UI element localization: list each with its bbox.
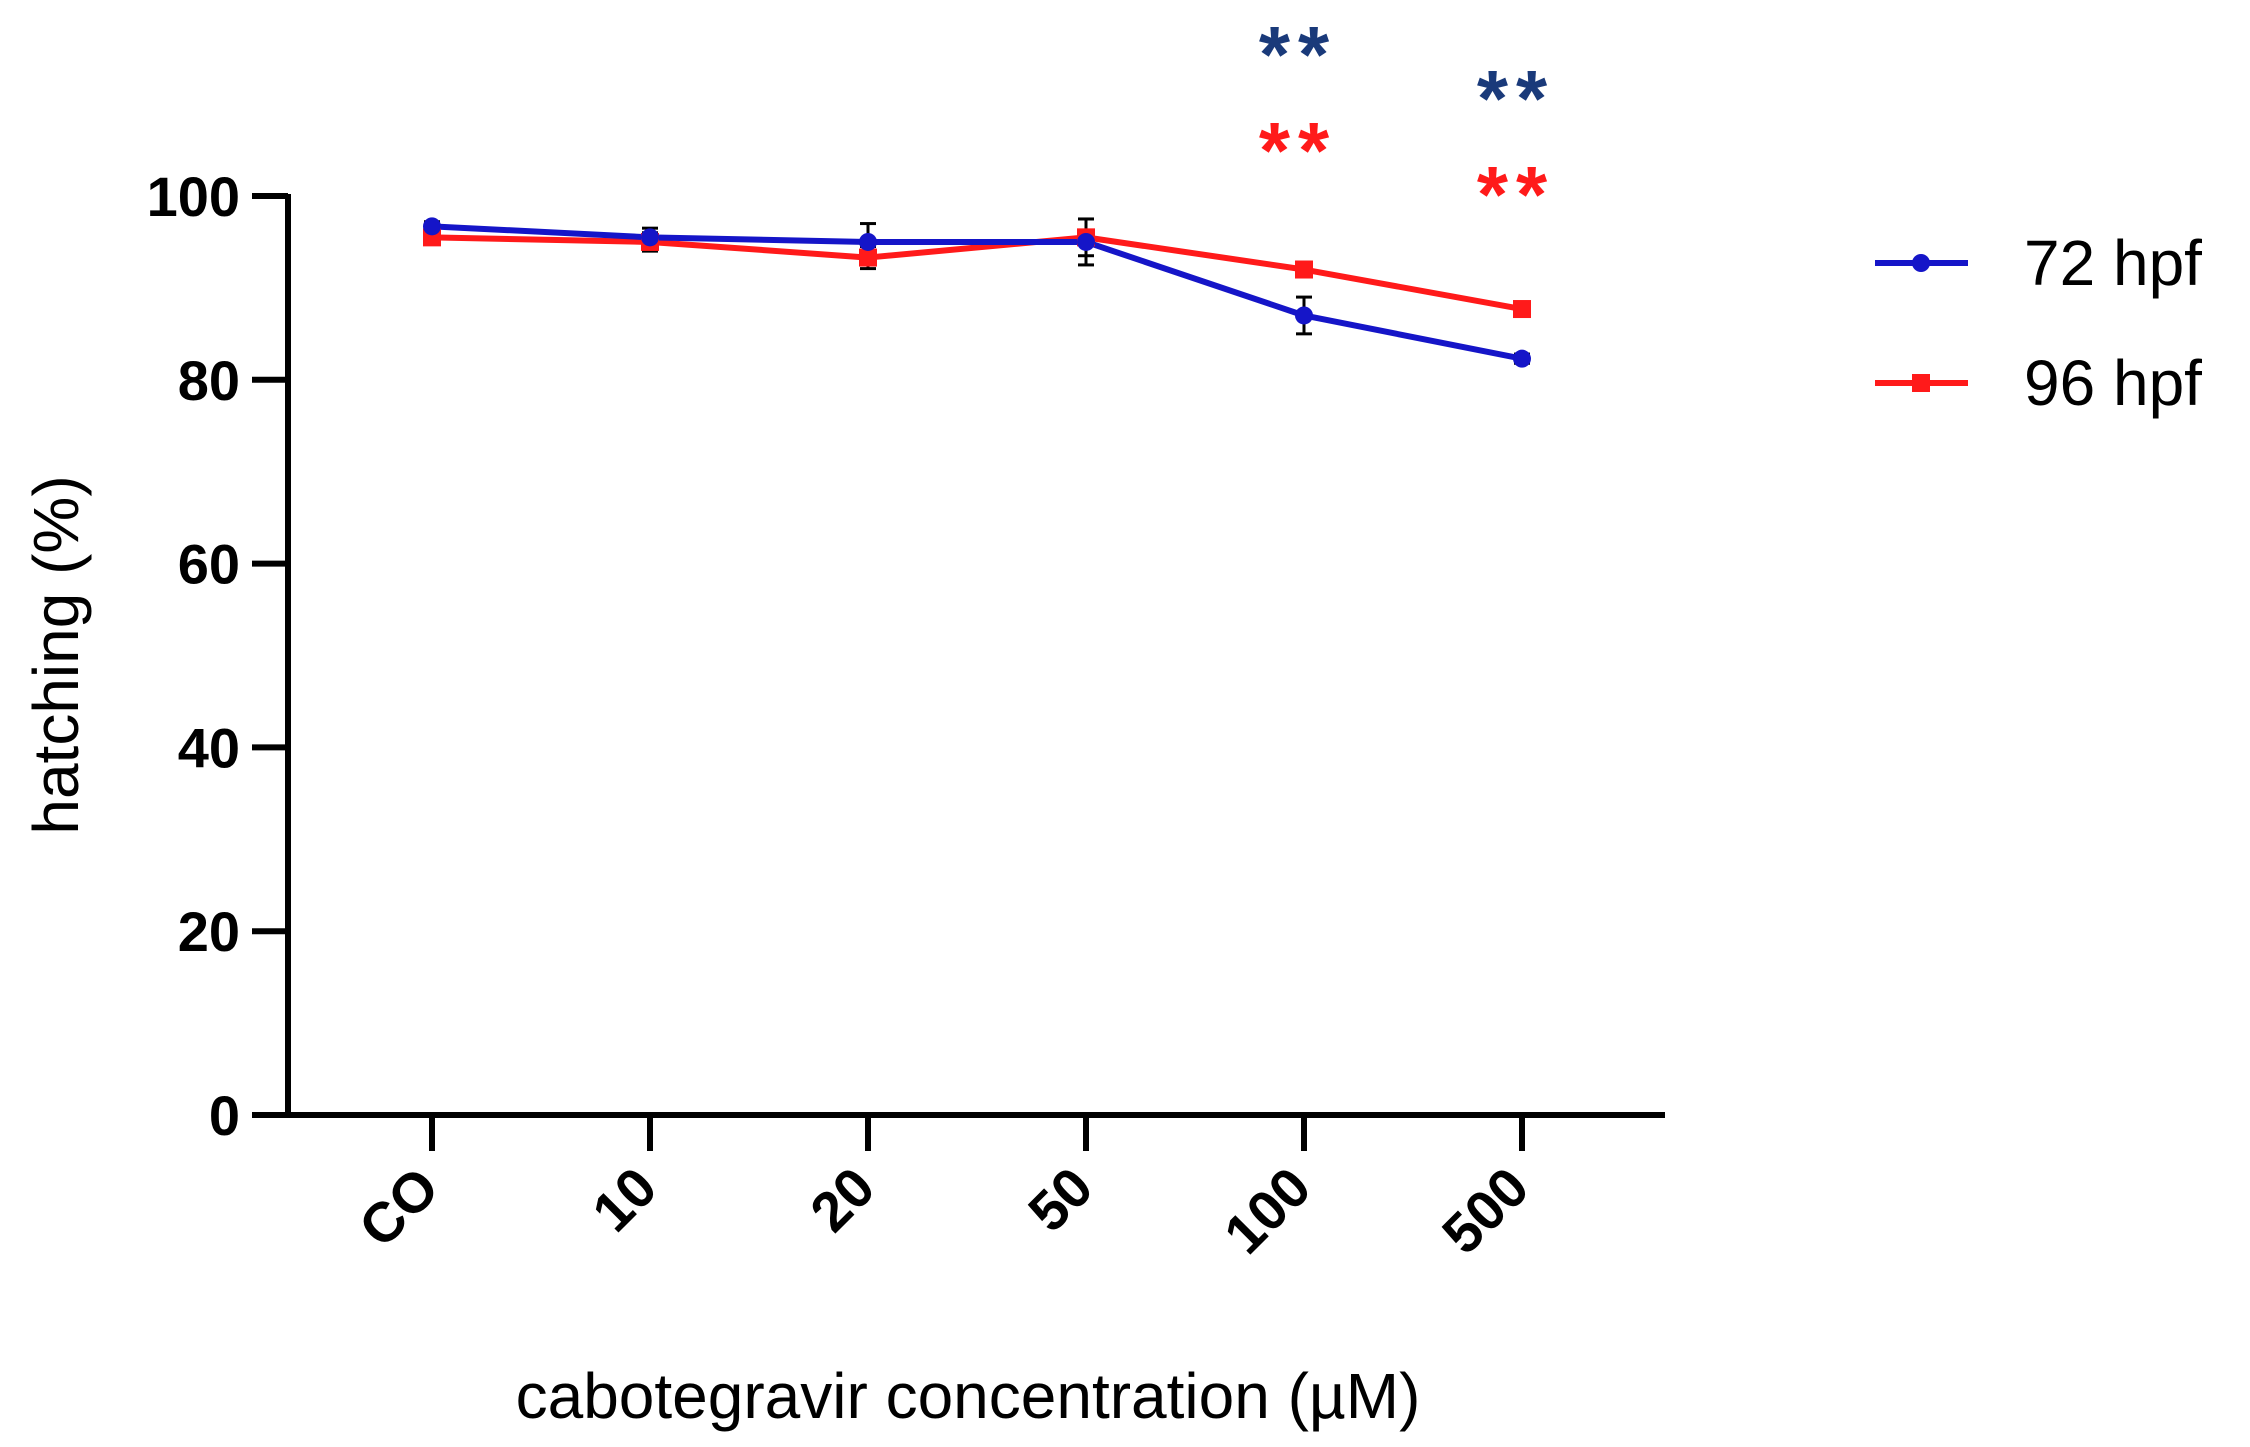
data-point-96-hpf <box>1295 260 1313 279</box>
legend-item-72-hpf: 72 hpf <box>1875 227 2202 299</box>
significance-marker: ** <box>1477 54 1555 143</box>
x-tick-label: CO <box>347 1155 451 1259</box>
series-lines <box>431 223 1523 362</box>
y-tick-label: 100 <box>147 165 240 228</box>
legend-label: 72 hpf <box>2024 227 2202 299</box>
significance-marker: ** <box>1477 150 1555 239</box>
data-point-72-hpf <box>1513 349 1531 368</box>
y-tick-label: 60 <box>178 533 240 596</box>
significance-marker: ** <box>1259 106 1337 195</box>
y-tick-label: 20 <box>178 900 240 963</box>
data-point-96-hpf <box>1513 300 1531 319</box>
data-point-72-hpf <box>1295 306 1313 325</box>
data-point-72-hpf <box>859 232 877 251</box>
y-tick-label: 40 <box>178 716 240 779</box>
x-axis-title: cabotegravir concentration (µM) <box>516 1360 1421 1432</box>
x-tick-label: 50 <box>1016 1155 1105 1244</box>
legend-item-96-hpf: 96 hpf <box>1875 347 2202 419</box>
legend: 72 hpf 96 hpf <box>1875 227 2202 419</box>
legend-label: 96 hpf <box>2024 347 2202 419</box>
data-point-72-hpf <box>641 228 659 247</box>
x-tick-label: 500 <box>1430 1155 1541 1266</box>
significance-marker: ** <box>1259 10 1337 99</box>
legend-marker <box>1912 254 1930 272</box>
y-tick-label: 80 <box>178 349 240 412</box>
data-point-72-hpf <box>1077 232 1095 251</box>
data-point-96-hpf <box>859 248 877 267</box>
legend-marker <box>1912 374 1930 392</box>
series-markers <box>423 217 1531 368</box>
y-axis-title: hatching (%) <box>20 475 92 834</box>
data-point-72-hpf <box>423 217 441 236</box>
series-line-72-hpf <box>431 223 1523 362</box>
axes: 0 20 40 60 80 100 CO 10 20 50 100 500 <box>147 165 1665 1266</box>
x-tick-label: 10 <box>580 1155 669 1244</box>
x-tick-label: 20 <box>798 1155 887 1244</box>
significance-annotations: ******** <box>1259 10 1555 239</box>
y-tick-label: 0 <box>209 1084 240 1147</box>
series-line-96-hpf <box>431 234 1523 312</box>
x-tick-label: 100 <box>1212 1155 1323 1266</box>
